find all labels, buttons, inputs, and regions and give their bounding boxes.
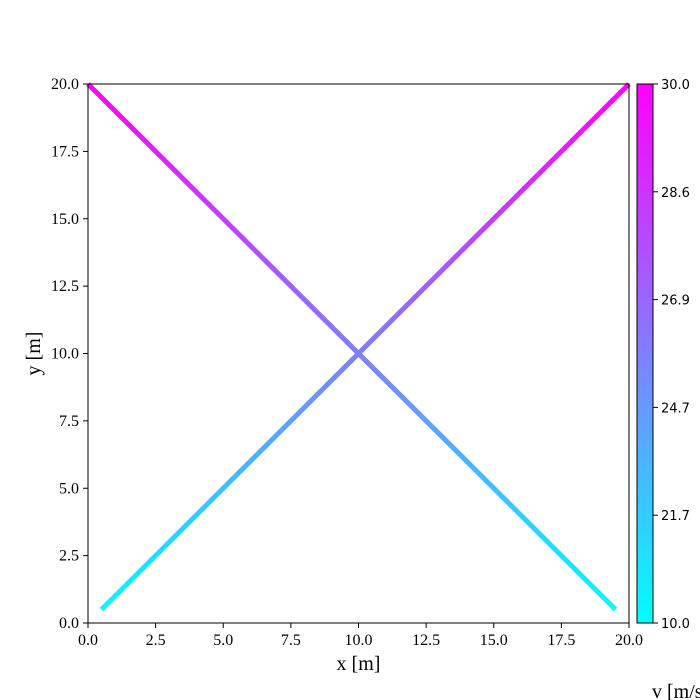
y-axis: 0.0 2.5 5.0 7.5 10.0 12.5 15.0 17.5 20.0 (51, 76, 88, 632)
y-tick-label: 2.5 (59, 548, 79, 565)
y-tick-label: 15.0 (51, 211, 79, 228)
colorbar-tick-label: 10.0 (661, 617, 690, 632)
colorbar-tick-label: 28.6 (661, 186, 690, 201)
colorbar-title: v [m/s] (652, 681, 700, 700)
colorbar (636, 83, 654, 624)
colorbar-tick-label: 24.7 (661, 401, 690, 416)
x-axis-title: x [m] (337, 653, 381, 675)
x-axis: 0.0 2.5 5.0 7.5 10.0 12.5 15.0 17.5 20.0 (78, 623, 643, 649)
y-tick-label: 10.0 (51, 346, 79, 363)
y-tick-label: 20.0 (51, 76, 79, 93)
y-axis-title: y [m] (23, 332, 45, 376)
x-tick-label: 15.0 (480, 632, 508, 649)
y-tick-label: 17.5 (51, 143, 79, 160)
series-layer (86, 82, 631, 612)
x-tick-label: 5.0 (213, 632, 233, 649)
series-line-2 (86, 82, 618, 612)
x-tick-label: 0.0 (78, 632, 98, 649)
x-tick-label: 7.5 (281, 632, 301, 649)
x-tick-label: 17.5 (547, 632, 575, 649)
x-tick-label: 12.5 (412, 632, 440, 649)
x-tick-label: 2.5 (146, 632, 166, 649)
x-tick-label: 20.0 (615, 632, 643, 649)
series-line-1 (99, 82, 631, 612)
colorbar-tick-label: 30.0 (661, 78, 690, 93)
y-tick-label: 7.5 (59, 413, 79, 430)
y-tick-label: 5.0 (59, 480, 79, 497)
colorbar-ticks: 10.0 21.7 24.7 26.9 28.6 30.0 (653, 78, 690, 632)
y-tick-label: 12.5 (51, 278, 79, 295)
colorbar-tick-label: 26.9 (661, 294, 690, 309)
colorbar-tick-label: 21.7 (661, 509, 690, 524)
x-tick-label: 10.0 (345, 632, 373, 649)
y-tick-label: 0.0 (59, 615, 79, 632)
